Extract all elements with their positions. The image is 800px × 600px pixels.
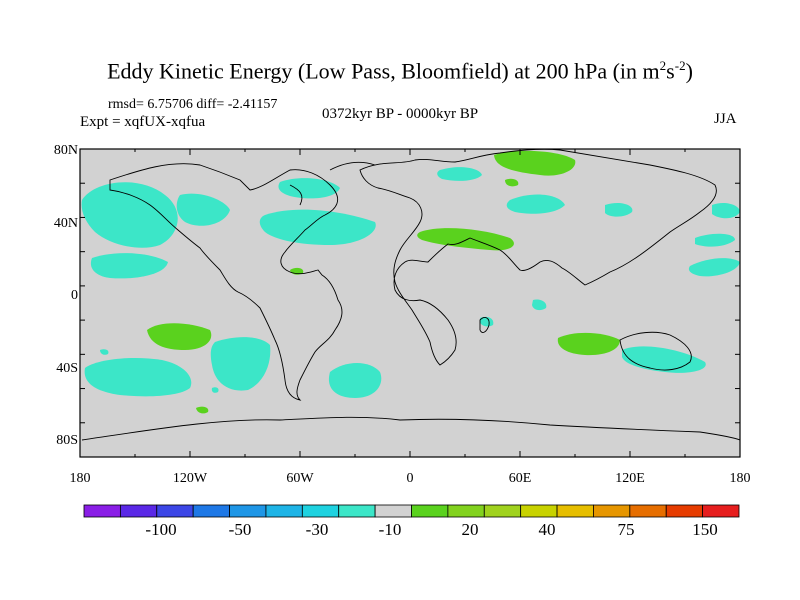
colorbar-label: -30 [305, 520, 329, 539]
pos-patch-southern-ocean [196, 406, 209, 414]
colorbar-swatch [156, 504, 194, 518]
neg-patch-southeast-pacific [210, 337, 271, 391]
colorbar-swatch [374, 504, 412, 518]
neg-patch-central-asia [506, 194, 565, 214]
neg-patch-east-pacific [90, 253, 168, 279]
coast-hudson-bay [289, 184, 303, 206]
experiment-label: Expt = xqfUX-xqfua [80, 114, 206, 130]
coast-madagascar [479, 317, 490, 333]
lon-label-180e: 180 [729, 471, 751, 486]
neg-patch-west-pacific [695, 233, 735, 247]
lat-label-40n: 40N [53, 216, 78, 231]
colorbar-swatch [192, 504, 230, 518]
neg-patch-bering [712, 202, 740, 219]
neg-patch-dot1 [100, 349, 109, 355]
neg-patch-south-pacific [84, 357, 192, 397]
neg-patch-indian-small [532, 299, 547, 311]
negative-anomaly-patches [81, 167, 740, 398]
colorbar-swatch [119, 504, 158, 518]
colorbar-swatch [411, 504, 449, 518]
neg-patch-hudson [278, 178, 340, 199]
map-background [80, 149, 740, 457]
map-title: Eddy Kinetic Energy (Low Pass, Bloomfiel… [107, 58, 693, 84]
colorbar-swatch [483, 504, 522, 518]
lon-label-120w: 120W [172, 471, 208, 486]
pos-patch-mediterranean [417, 228, 514, 251]
axis-ticks [79, 148, 741, 458]
lon-label-120e: 120E [615, 471, 645, 486]
colorbar-label: -50 [228, 520, 252, 539]
colorbar-swatch [83, 504, 121, 518]
pos-patch-south-pacific [147, 323, 212, 350]
neg-patch-west-na [176, 193, 230, 226]
coast-americas [109, 163, 343, 401]
colorbar-swatch [520, 504, 558, 518]
pos-patch-arctic-siberia [494, 150, 576, 176]
colorbar-swatch [447, 504, 485, 518]
lon-label-0: 0 [406, 471, 414, 486]
season-label: JJA [714, 111, 737, 127]
neg-patch-north-atlantic [259, 209, 376, 245]
colorbar [83, 504, 740, 518]
colorbar-swatch [265, 504, 303, 518]
neg-patch-scandinavia [437, 167, 482, 181]
pos-patch-south-indian [557, 332, 620, 356]
colorbar-swatch [665, 504, 704, 518]
lat-label-80s: 80S [56, 433, 78, 448]
lon-label-60e: 60E [508, 471, 532, 486]
pos-patch-arctic-small [505, 178, 519, 187]
coast-eurasia-africa [359, 149, 717, 366]
colorbar-swatch [229, 504, 267, 518]
lon-label-180w: 180 [69, 471, 91, 486]
colorbar-swatch [629, 504, 667, 518]
neg-patch-south-atlantic [328, 363, 382, 398]
lat-label-40s: 40S [56, 361, 78, 376]
lat-label-0: 0 [71, 288, 78, 303]
coastlines [81, 149, 740, 441]
colorbar-swatch [301, 504, 340, 518]
colorbar-swatch [702, 504, 740, 518]
colorbar-label: 150 [692, 520, 718, 539]
colorbar-swatch [556, 504, 594, 518]
neg-patch-central-pacific [688, 258, 740, 277]
colorbar-label: -100 [145, 520, 177, 539]
neg-patch-north-pacific [81, 182, 178, 248]
coast-australia [619, 331, 692, 371]
neg-patch-east-asia [605, 202, 633, 217]
colorbar-label: 20 [461, 520, 479, 539]
coast-greenland [329, 161, 376, 171]
colorbar-swatch [593, 504, 631, 518]
stats-text: rmsd= 6.75706 diff= -2.41157 [108, 97, 278, 112]
colorbar-label: -10 [378, 520, 402, 539]
anomaly-fields [81, 149, 740, 441]
coast-antarctica [81, 416, 740, 441]
colorbar-label: 40 [538, 520, 556, 539]
neg-patch-madagascar [480, 316, 494, 327]
lat-label-80n: 80N [53, 143, 78, 158]
colorbar-swatch [338, 504, 376, 518]
neg-patch-dot2 [211, 387, 219, 393]
colorbar-label: 75 [617, 520, 635, 539]
positive-anomaly-patches [147, 150, 620, 414]
lon-label-60w: 60W [286, 471, 314, 486]
period-label: 0372kyr BP - 0000kyr BP [322, 106, 479, 122]
